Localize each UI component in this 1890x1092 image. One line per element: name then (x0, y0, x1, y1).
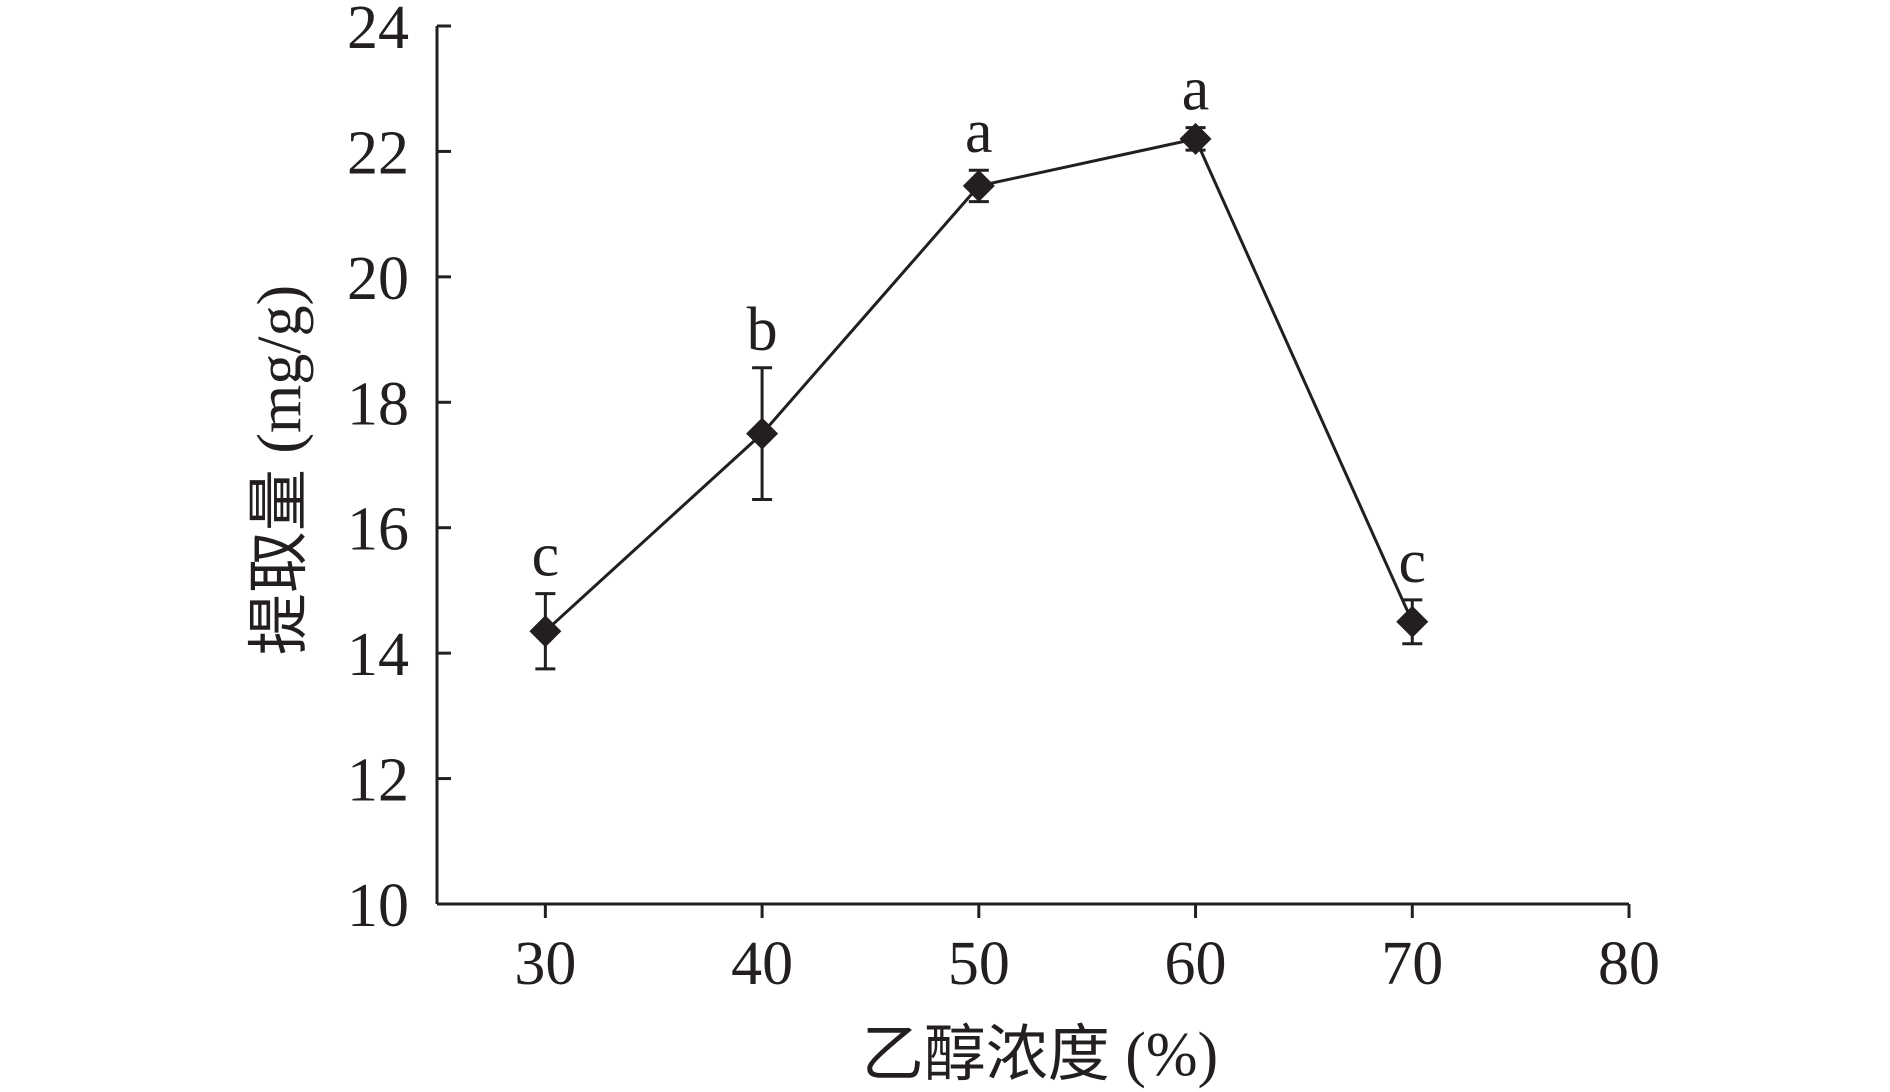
y-tick-label: 12 (347, 747, 409, 815)
y-tick-label: 22 (347, 119, 409, 187)
y-ticks: 10 12 14 16 18 20 22 24 (347, 0, 451, 940)
y-tick-label: 20 (347, 245, 409, 313)
significance-label: b (747, 296, 778, 364)
y-tick-label: 18 (347, 370, 409, 438)
data-point-diamond (529, 615, 562, 648)
y-tick-label: 10 (347, 872, 409, 940)
series-line (544, 137, 1414, 633)
y-tick-label: 16 (347, 496, 409, 564)
data-point-diamond (1396, 605, 1429, 638)
x-axis-title: 乙醇浓度 (%) (862, 1021, 1218, 1089)
x-tick-label: 80 (1598, 930, 1660, 998)
x-tick-label: 70 (1381, 930, 1443, 998)
y-tick-label: 14 (347, 621, 409, 689)
x-ticks: 30 40 50 60 70 80 (514, 904, 1660, 998)
data-point-diamond (962, 169, 995, 202)
data-point-diamond (746, 417, 779, 450)
significance-label: a (1182, 56, 1210, 124)
significance-label: c (532, 522, 560, 590)
x-tick-label: 60 (1165, 930, 1227, 998)
axes (435, 26, 1629, 906)
x-tick-label: 50 (948, 930, 1010, 998)
x-tick-label: 30 (514, 930, 576, 998)
significance-label: c (1399, 528, 1427, 596)
x-tick-label: 40 (731, 930, 793, 998)
significance-label: a (965, 98, 993, 166)
y-axis-title: 提取量 (mg/g) (246, 285, 314, 655)
data-point-diamond (1179, 122, 1212, 155)
series-layer: c b a a c (529, 56, 1429, 671)
y-tick-label: 24 (347, 0, 409, 62)
